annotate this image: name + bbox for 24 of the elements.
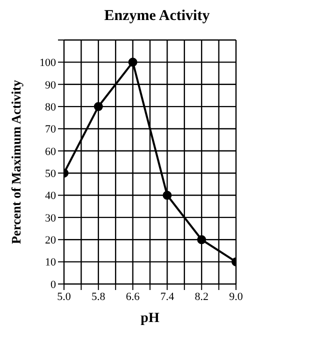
x-tick-label: 8.2 (194, 290, 208, 303)
x-tick-label: 9.0 (229, 290, 244, 303)
y-tick-label: 80 (45, 101, 56, 114)
point (162, 190, 172, 200)
x-axis-title: pH (140, 311, 160, 326)
point (128, 58, 138, 67)
y-tick-label: 100 (40, 57, 56, 70)
y-tick-label: 50 (45, 168, 56, 180)
point (94, 102, 103, 112)
y-tick-label: 90 (45, 79, 56, 92)
x-tick-label: 5.8 (92, 290, 106, 303)
y-tick-label: 60 (45, 146, 56, 158)
y-tick-label: 0 (50, 278, 56, 291)
y-axis-title: Percent of Maximum Activity (8, 80, 24, 244)
y-tick-label: 20 (45, 234, 56, 247)
y-tick-label: 10 (45, 256, 56, 269)
x-tick-label: 7.4 (160, 290, 175, 303)
point (197, 235, 206, 244)
y-tick-label: 30 (45, 212, 56, 224)
y-tick-label: 40 (45, 190, 56, 202)
y-tick-label: 70 (45, 124, 56, 136)
x-tick-label: 6.6 (126, 290, 140, 303)
chart-title: Enzyme Activity (103, 8, 211, 26)
x-tick-label: 5.0 (57, 290, 72, 303)
